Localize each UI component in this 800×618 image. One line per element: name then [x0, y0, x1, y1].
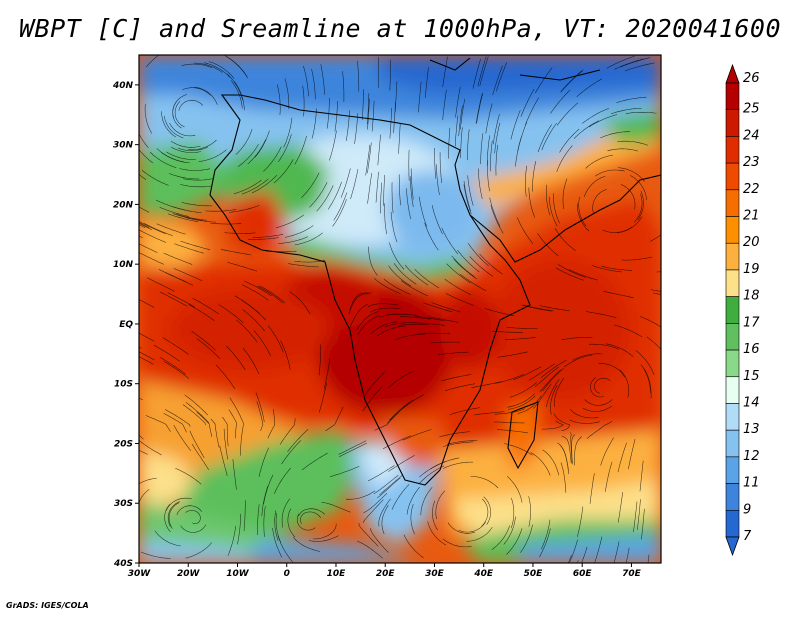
colorbar-swatch: [725, 109, 740, 137]
x-tick-label: 30W: [128, 569, 152, 579]
colorbar-swatch: [725, 349, 740, 378]
colorbar-label: 17: [743, 315, 760, 330]
colorbar-swatch: [725, 509, 740, 538]
colorbar-label: 9: [743, 502, 751, 517]
temperature-field: [139, 55, 661, 563]
x-tick-label: 10W: [226, 569, 250, 579]
colorbar-swatch: [725, 429, 740, 458]
colorbar-label: 7: [743, 529, 752, 544]
colorbar-label: 21: [743, 209, 760, 224]
colorbar-label: 15: [743, 369, 760, 384]
plot-frame: [138, 54, 662, 564]
y-axis: 40N 30N 20N 10N EQ 10S 20S 30S 40S: [112, 81, 139, 569]
x-tick-label: 40E: [473, 569, 494, 579]
colorbar-swatch: [725, 403, 740, 431]
y-tick-label: 40N: [112, 81, 134, 91]
colorbar-label: 25: [743, 102, 760, 117]
x-tick-label: 50E: [524, 569, 544, 579]
colorbar-label: 22: [743, 182, 760, 197]
x-axis: 30W 20W 10W 0 10E 20E 30E 40E 50E 60E 70E: [128, 563, 642, 579]
colorbar-swatch: [725, 323, 740, 351]
x-tick-label: 30E: [425, 569, 445, 579]
x-tick-label: 60E: [573, 569, 593, 579]
x-tick-label: 20W: [177, 569, 201, 579]
colorbar-swatch: [725, 216, 740, 244]
colorbar-label: 16: [743, 342, 760, 357]
coastlines: [209, 57, 661, 486]
colorbar-swatch: [725, 162, 740, 191]
colorbar-swatch: [725, 189, 740, 217]
x-tick-label: 20E: [376, 569, 396, 579]
colorbar-swatch: [725, 242, 740, 271]
colorbar-label: 26: [743, 71, 760, 86]
y-tick-label: 30S: [114, 499, 133, 509]
y-tick-label: 10N: [113, 260, 134, 270]
colorbar-label: 24: [743, 128, 760, 143]
colorbar-swatch: [725, 483, 740, 511]
colorbar-top-arrow: [725, 63, 740, 84]
colorbar-label: 11: [743, 476, 760, 491]
colorbar-label: 13: [743, 422, 760, 437]
colorbar-swatch: [725, 269, 740, 297]
colorbar-swatch: [725, 376, 740, 404]
streamlines: [139, 55, 661, 563]
y-tick-label: 30N: [113, 141, 134, 151]
y-tick-label: 20N: [113, 200, 134, 210]
colorbar-label: 20: [743, 235, 760, 250]
colorbar: 26 25 24 23 22 21 20 19 18 17 16 15 14 13 12 11 9 7: [725, 63, 760, 557]
colorbar-swatch: [725, 296, 740, 324]
colorbar-label: 19: [743, 262, 760, 277]
x-tick-label: 10E: [327, 569, 347, 579]
colorbar-label: 12: [743, 449, 760, 464]
x-tick-label: 0: [284, 569, 290, 579]
colorbar-swatch: [725, 82, 740, 111]
colorbar-label: 14: [743, 395, 760, 410]
map-plot-area: [139, 55, 661, 563]
colorbar-swatch: [725, 136, 740, 164]
grads-credit: GrADS: IGES/COLA: [6, 601, 89, 610]
y-tick-label: 20S: [114, 439, 133, 449]
y-tick-label: EQ: [119, 320, 133, 330]
y-tick-label: 10S: [114, 380, 133, 390]
y-tick-label: 40S: [113, 559, 133, 569]
map-title: WBPT [C] and Sreamline at 1000hPa, VT: 2…: [18, 14, 781, 43]
colorbar-swatch: [725, 456, 740, 484]
colorbar-bottom-arrow: [725, 536, 740, 557]
colorbar-label: 23: [743, 155, 760, 170]
x-tick-label: 70E: [622, 569, 642, 579]
colorbar-label: 18: [743, 289, 760, 304]
